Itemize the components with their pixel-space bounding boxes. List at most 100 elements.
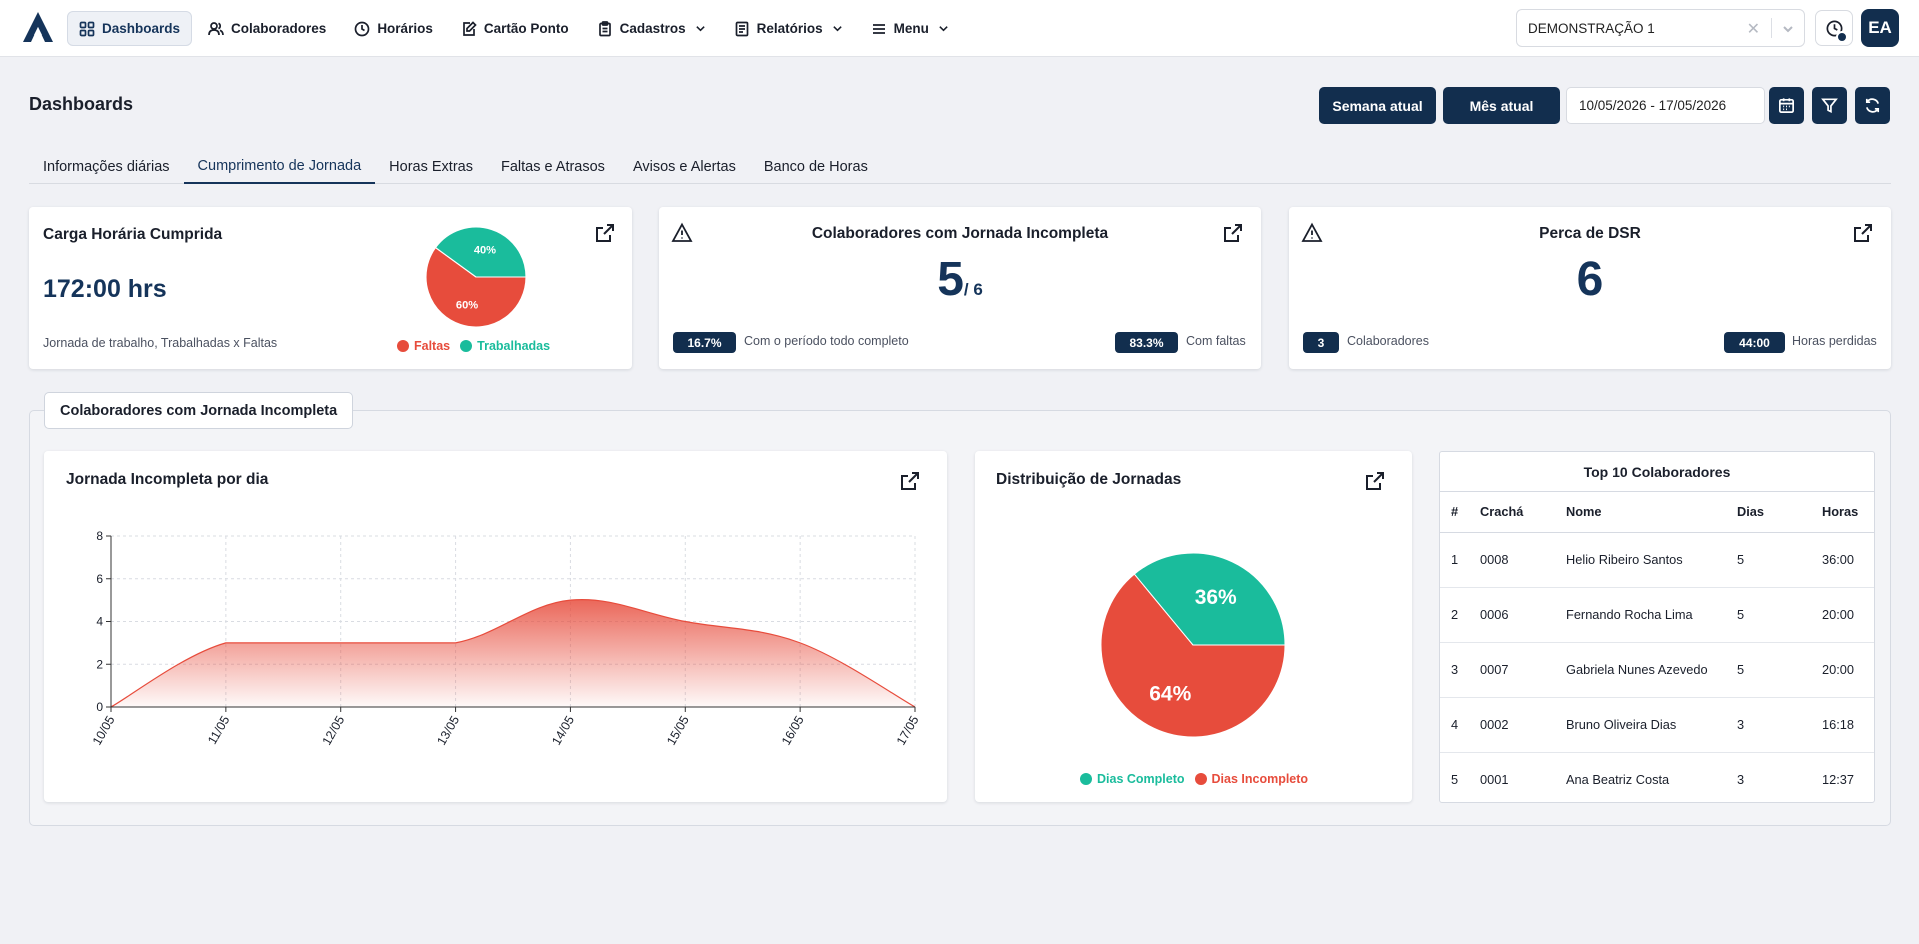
y-tick-label: 8 (96, 529, 103, 543)
clock-icon (1826, 20, 1842, 36)
col-header: Crachá (1469, 492, 1555, 533)
badge-label: Horas perdidas (1792, 334, 1877, 348)
tab-faltas-e-atrasos[interactable]: Faltas e Atrasos (500, 159, 605, 175)
external-link-icon[interactable] (1852, 222, 1874, 244)
clipboard-icon (598, 20, 611, 36)
nav-horarios[interactable]: Horários (342, 11, 445, 46)
clear-icon[interactable]: ✕ (1746, 21, 1760, 38)
cell-rank: 5 (1451, 772, 1459, 788)
section-title: Colaboradores com Jornada Incompleta (44, 392, 354, 429)
nav-label: Menu (893, 21, 929, 36)
card-title: Perca de DSR (1539, 225, 1641, 242)
nav-label: Dashboards (102, 21, 181, 36)
legend-trabalhadas[interactable]: Trabalhadas (460, 339, 550, 353)
cell-hours: 20:00 (1811, 587, 1874, 643)
pie-slice[interactable] (426, 246, 526, 327)
cell-name: Fernando Rocha Lima (1555, 587, 1726, 643)
table-row[interactable]: 5 0001 Ana Beatriz Costa 3 12:37 (1440, 752, 1874, 807)
tab-cumprimento-de-jornada[interactable]: Cumprimento de Jornada (183, 150, 376, 184)
filter-icon (1821, 98, 1838, 114)
pie-slice[interactable] (1133, 553, 1285, 646)
card-subtitle: Jornada de trabalho, Trabalhadas x Falta… (43, 336, 278, 350)
tab-avisos-e-alertas[interactable]: Avisos e Alertas (632, 159, 736, 175)
legend-label: Faltas (414, 339, 451, 353)
data-point[interactable] (683, 619, 688, 624)
nav-dashboards[interactable]: Dashboards (67, 11, 193, 46)
table-row[interactable]: 3 0007 Gabriela Nunes Azevedo 5 20:00 (1440, 642, 1874, 698)
table-row[interactable]: 2 0006 Fernando Rocha Lima 5 20:00 (1440, 587, 1874, 643)
pie-slice[interactable] (1101, 573, 1285, 737)
x-tick-label: 12/05 (320, 713, 348, 747)
tab-informacoes-diarias[interactable]: Informações diárias (43, 159, 170, 175)
card-perca-dsr: Perca de DSR 6 3 Colaboradores 44:00 Hor… (1289, 207, 1891, 369)
nav-label: Horários (377, 21, 433, 36)
nav-label: Cadastros (619, 21, 686, 36)
table-row[interactable]: 1 0008 Helio Ribeiro Santos 5 36:00 (1440, 532, 1874, 588)
app-logo[interactable] (20, 9, 56, 45)
cell-days: 5 (1726, 532, 1811, 588)
report-icon (735, 21, 748, 36)
cell-name: Ana Beatriz Costa (1566, 772, 1670, 788)
y-tick-label: 4 (96, 615, 103, 629)
chevron-down-icon[interactable] (1782, 23, 1794, 35)
time-clock-button[interactable] (1815, 10, 1853, 46)
card-distribuicao-jornadas: Distribuição de Jornadas 64% 36% Dias Com… (975, 451, 1412, 802)
card-title: Colaboradores com Jornada Incompleta (811, 225, 1109, 242)
pie-legend: Faltas Trabalhadas (397, 339, 550, 353)
data-point[interactable] (223, 640, 228, 645)
date-range-input[interactable]: 10/05/2026 - 17/05/2026 (1566, 87, 1765, 124)
area-fill (111, 599, 915, 707)
current-month-button[interactable]: Mês atual (1443, 87, 1560, 124)
nav-label: Relatórios (756, 21, 823, 36)
pie-slice[interactable] (434, 227, 526, 278)
pie-distribuicao: 64% 36% (1101, 553, 1285, 737)
nav-label: Colaboradores (231, 21, 327, 36)
current-week-button[interactable]: Semana atual (1319, 87, 1436, 124)
badge-label: Colaboradores (1347, 334, 1429, 348)
external-link-icon[interactable] (899, 470, 921, 492)
filter-button[interactable] (1812, 87, 1847, 124)
cell-rank: 4 (1440, 697, 1469, 753)
nav-cartao-ponto[interactable]: Cartão Ponto (449, 11, 581, 46)
edit-card-icon (462, 20, 477, 36)
data-point[interactable] (338, 640, 343, 645)
calendar-button[interactable] (1769, 87, 1804, 124)
area-chart: 0 2 4 6 8 10/05 11/05 12/05 13/05 14/05 15/05 16/05… (90, 529, 922, 748)
nav-relatorios[interactable]: Relatórios (722, 11, 855, 46)
refresh-button[interactable] (1855, 87, 1890, 124)
tab-horas-extras[interactable]: Horas Extras (389, 159, 473, 175)
data-point[interactable] (453, 640, 458, 645)
external-link-icon[interactable] (594, 222, 616, 244)
nav-cadastros[interactable]: Cadastros (585, 11, 718, 46)
data-point[interactable] (798, 640, 803, 645)
top-navbar: Dashboards Colaboradores Horários Cartão… (0, 0, 1919, 57)
chevron-down-icon (832, 26, 842, 32)
company-select-value: DEMONSTRAÇÃO 1 (1528, 20, 1655, 36)
cell-badge: 0007 (1469, 642, 1555, 698)
external-link-icon[interactable] (1364, 470, 1386, 492)
nav-menu[interactable]: Menu (859, 11, 961, 46)
table-row[interactable]: 4 0002 Bruno Oliveira Dias 3 16:18 (1440, 697, 1874, 753)
card-value: 6 (1576, 253, 1604, 306)
data-point[interactable] (568, 598, 573, 603)
cell-days: 3 (1726, 697, 1811, 753)
calendar-icon (1778, 98, 1795, 114)
external-link-icon[interactable] (1222, 222, 1244, 244)
chevron-down-icon (695, 26, 705, 32)
warning-icon (1301, 222, 1323, 242)
cell-badge: 0006 (1469, 587, 1555, 643)
chart-title: Distribuição de Jornadas (996, 471, 1182, 488)
user-avatar[interactable]: EA (1861, 9, 1899, 47)
legend-faltas[interactable]: Faltas (397, 339, 450, 353)
legend-dias-incompleto[interactable]: Dias Incompleto (1194, 772, 1308, 786)
cell-rank: 3 (1440, 642, 1469, 698)
main-nav: Dashboards Colaboradores Horários Cartão… (67, 11, 961, 46)
tab-banco-de-horas[interactable]: Banco de Horas (763, 159, 868, 175)
y-tick-label: 0 (96, 700, 103, 714)
card-value: 172:00 hrs (43, 275, 167, 303)
cell-hours: 36:00 (1811, 532, 1874, 588)
company-select[interactable]: DEMONSTRAÇÃO 1 ✕ (1516, 9, 1805, 47)
y-tick-label: 2 (96, 657, 103, 671)
nav-colaboradores[interactable]: Colaboradores (196, 11, 338, 46)
legend-dias-completo[interactable]: Dias Completo (1080, 772, 1185, 786)
